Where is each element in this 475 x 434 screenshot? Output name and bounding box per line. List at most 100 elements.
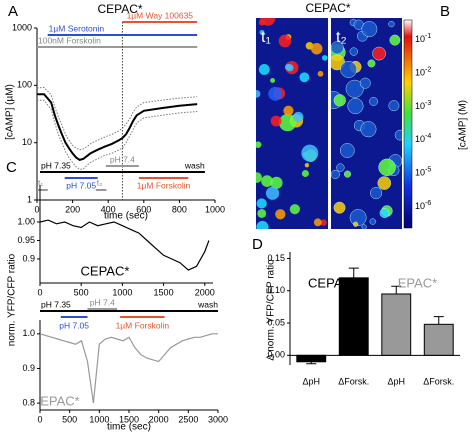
y-axis-label: [cAMP] (µM) bbox=[5, 84, 16, 140]
treatment-label: wash bbox=[197, 299, 218, 309]
cell bbox=[321, 55, 328, 61]
cell bbox=[388, 20, 395, 28]
cell bbox=[283, 105, 294, 116]
x-tick-label: 800 bbox=[172, 204, 187, 214]
cell bbox=[313, 218, 322, 227]
y-tick-label: 1.00 bbox=[17, 216, 35, 226]
tick-base: 10 bbox=[415, 68, 425, 78]
cell bbox=[256, 172, 262, 183]
y-tick-label: 0.9 bbox=[22, 363, 35, 373]
colorbar-tick-label: 10-5 bbox=[415, 166, 431, 178]
data-line bbox=[36, 86, 198, 151]
cell bbox=[360, 121, 377, 138]
tick-exponent: -4 bbox=[425, 133, 431, 140]
bar bbox=[296, 354, 327, 363]
y-tick-label: 0.95 bbox=[17, 235, 35, 245]
cell bbox=[261, 175, 273, 187]
cell bbox=[349, 209, 367, 227]
cell bbox=[331, 169, 340, 180]
x-tick-label: 0 bbox=[37, 414, 42, 424]
cell bbox=[378, 158, 396, 177]
colorbar-tick-label: 10-3 bbox=[415, 100, 431, 112]
cell bbox=[333, 201, 346, 214]
image-title: CEPAC* bbox=[305, 1, 350, 15]
cell bbox=[259, 29, 265, 35]
cell bbox=[265, 186, 280, 200]
x-tick-label: 200 bbox=[65, 204, 80, 214]
colorbar-tick-label: 10-2 bbox=[415, 66, 431, 78]
cell bbox=[361, 21, 378, 38]
treatment-label: 1µM Forskolin bbox=[116, 320, 170, 330]
error-bar bbox=[348, 267, 359, 278]
group-label: EPAC* bbox=[398, 275, 438, 290]
cell bbox=[388, 100, 400, 112]
cell bbox=[367, 59, 376, 68]
panel-letter: D bbox=[252, 236, 263, 253]
treatment-label: pH 7.4 bbox=[90, 297, 115, 307]
cell bbox=[256, 198, 267, 209]
cell bbox=[336, 163, 345, 172]
tick-base: 10 bbox=[415, 135, 425, 145]
colorbar-tick-label: 10-6 bbox=[415, 200, 431, 212]
cell bbox=[339, 143, 355, 158]
cell bbox=[379, 208, 390, 218]
group-label: CEPAC* bbox=[308, 275, 357, 290]
bar bbox=[338, 277, 369, 356]
x-tick-label: 1500 bbox=[154, 287, 174, 297]
cell bbox=[286, 64, 294, 72]
cell bbox=[340, 60, 358, 78]
data-line bbox=[39, 219, 210, 271]
x-tick-label: 2000 bbox=[149, 414, 169, 424]
x-tick-label: 2000 bbox=[195, 287, 215, 297]
x-tick-label: ΔForsk. bbox=[338, 376, 369, 386]
error-bar bbox=[391, 285, 402, 294]
y-tick-label: 0.8 bbox=[22, 397, 35, 407]
cell bbox=[256, 220, 269, 229]
tick-exponent: -2 bbox=[425, 66, 431, 73]
x-tick-label: ΔpH bbox=[387, 376, 405, 386]
data-line bbox=[37, 99, 198, 171]
cell bbox=[301, 144, 319, 162]
cell bbox=[361, 224, 367, 229]
cell bbox=[278, 113, 297, 132]
cell bbox=[293, 111, 304, 123]
cell bbox=[260, 18, 276, 26]
panel-letter: B bbox=[440, 3, 450, 20]
cell bbox=[369, 218, 376, 225]
cell bbox=[256, 141, 262, 148]
x-tick-label: 1000 bbox=[89, 414, 109, 424]
cell bbox=[317, 70, 324, 77]
x-tick-label: 1500 bbox=[119, 414, 139, 424]
x-tick-label: 3000 bbox=[208, 414, 228, 424]
y-tick-label: 1 bbox=[27, 194, 32, 204]
cell bbox=[299, 72, 310, 83]
x-tick-label: ΔpH bbox=[302, 376, 320, 386]
panel-letter: C bbox=[6, 159, 17, 176]
colorbar bbox=[403, 19, 413, 229]
colorbar-tick-label: 10-4 bbox=[415, 133, 431, 145]
tick-base: 10 bbox=[415, 168, 425, 178]
panel-letter: A bbox=[8, 3, 18, 20]
cell bbox=[349, 47, 358, 56]
x-tick-label: 500 bbox=[62, 414, 77, 424]
error-bar bbox=[306, 361, 317, 365]
data-line bbox=[39, 333, 218, 404]
colorbar-tick-label: 10-1 bbox=[415, 33, 431, 45]
cell bbox=[270, 78, 276, 83]
cell bbox=[256, 90, 261, 98]
cell bbox=[345, 79, 364, 98]
cell bbox=[270, 115, 282, 127]
y-tick-label: 0.9 bbox=[22, 253, 35, 263]
treatment-label: 100nM Forskolin bbox=[38, 35, 101, 45]
cell bbox=[304, 163, 310, 168]
treatment-label: t₁ bbox=[38, 177, 43, 187]
image-frame bbox=[331, 18, 402, 229]
cell bbox=[372, 46, 386, 61]
tick-exponent: -3 bbox=[425, 100, 431, 107]
cell bbox=[377, 176, 392, 190]
treatment-label: pH 7.05 bbox=[59, 320, 89, 330]
chart-title: CEPAC* bbox=[97, 2, 142, 16]
image-frame bbox=[256, 18, 328, 229]
cell bbox=[257, 208, 267, 218]
cell bbox=[270, 176, 283, 189]
